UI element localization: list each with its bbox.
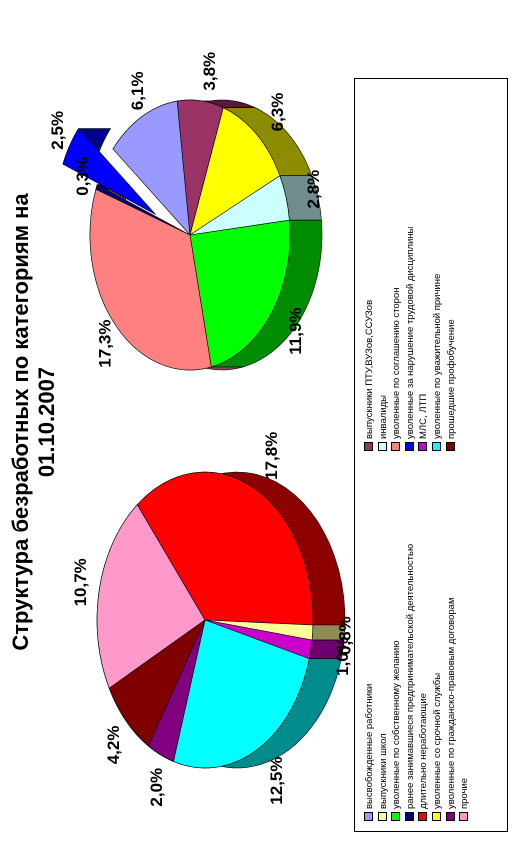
legend-swatch [377,442,387,451]
pie-slice [62,127,156,215]
data-label: 1,0% [333,637,352,676]
pie-slice [89,188,212,371]
legend-label: уволенные по гражданско-правовым договор… [445,597,457,810]
data-label: 17,8% [262,432,281,480]
legend-item: прошедшие профобучение [445,227,459,451]
data-label: 6,1% [128,71,147,110]
pie-slice [95,184,191,236]
legend-swatch [377,812,387,821]
legend-swatch [445,442,455,451]
pie-slice [108,619,206,747]
legend-label: длительно неработающие [418,693,430,809]
legend-item: инвалиды [377,227,391,451]
legend-column-right: выпускники ПТУ,ВУЗов,ССУЗов инвалиды уволе… [363,227,458,451]
legend-label: уволенные со срочной службы [431,672,443,809]
data-label: 6,3% [268,93,287,132]
pie-slice [189,219,291,368]
pie-slice [112,100,191,236]
data-label: 2,8% [304,170,323,209]
legend-swatch [445,812,455,821]
legend-item: длительно неработающие [417,544,431,821]
legend-label: уволенные за нарушение трудовой дисципли… [404,226,416,439]
data-label: 17,3% [95,319,114,367]
legend: высвобожденные работники выпускники школ у… [354,78,508,832]
legend-item: прочие [458,544,472,821]
legend-swatch [364,442,373,451]
legend-swatch [431,812,441,821]
legend-item: уволенные со срочной службы [431,544,445,821]
data-label: 2,0% [147,768,166,807]
legend-label: уволенные по уважительной причине [431,273,443,439]
legend-item: уволенные по уважительной причине [431,227,445,451]
pie-slice [173,619,310,769]
legend-label: прошедшие профобучение [445,319,457,439]
legend-swatch [431,442,441,451]
legend-swatch [391,442,401,451]
legend-swatch [391,812,401,821]
legend-label: уволенные по соглашению сторон [391,287,403,439]
legend-item: уволенные за нарушение трудовой дисципли… [404,227,418,451]
legend-item: МЛС, ЛТП [417,227,431,451]
pie-slice [96,504,206,689]
data-label: 0,8% [335,616,354,655]
legend-swatch [404,812,414,821]
legend-label: уволенные по собственному желанию [391,640,403,809]
legend-label: ранее занимавшиеся предпринимательской д… [404,543,416,809]
legend-item: выпускники ПТУ,ВУЗов,ССУЗов [363,227,377,451]
legend-label: высвобожденные работники [364,683,375,809]
legend-swatch [364,812,373,821]
legend-item: выпускники школ [377,544,391,821]
data-label: 4,2% [104,726,123,765]
legend-label: прочие [459,777,471,809]
legend-item: уволенные по гражданско-правовым договор… [445,544,459,821]
data-label: 2,5% [48,111,67,150]
legend-swatch [459,812,469,821]
legend-swatch [418,812,428,821]
data-label: 11,9% [286,307,305,354]
legend-label: инвалиды [377,395,389,439]
data-label: 12,5% [267,756,286,804]
legend-label: МЛС, ЛТП [418,393,430,439]
legend-item: ранее занимавшиеся предпринимательской д… [404,544,418,821]
legend-label: выпускники ПТУ,ВУЗов,ССУЗов [364,299,375,439]
legend-column-left: высвобожденные работники выпускники школ у… [363,544,472,821]
legend-item: высвобожденные работники [363,544,377,821]
pie-slice [189,107,281,236]
legend-swatch [404,442,414,451]
legend-item: уволенные по соглашению сторон [390,227,404,451]
legend-label: выпускники школ [377,733,389,809]
legend-item: уволенные по собственному желанию [390,544,404,821]
legend-swatch [418,442,428,451]
pie-slice [136,471,314,626]
data-label: 10,7% [71,558,90,606]
data-label: 0,3% [73,157,92,196]
data-label: 3,8% [200,52,219,91]
